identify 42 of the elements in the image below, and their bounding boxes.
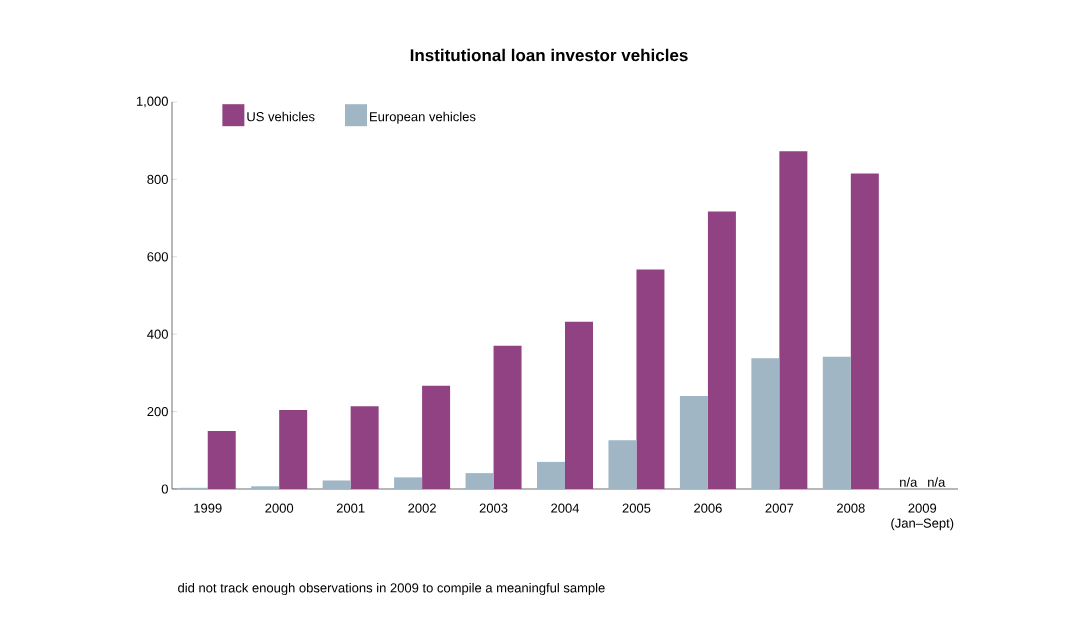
bar [322,480,351,489]
legend-label: European vehicles [370,111,476,124]
y-tick-label: 600 [147,252,168,262]
y-tick-label: 0 [161,484,168,494]
bar [394,477,423,489]
x-tick-label: 2008 [837,503,865,513]
bar [565,321,593,489]
bar [465,473,494,489]
x-tick-label: 2004 [551,503,580,513]
text: did not track enough observations in 2009 to compile a meaningful sample [178,582,605,596]
y-tick-label: 1,000 [136,96,168,108]
x-tick-label: 1999 [194,503,222,513]
bar [751,358,780,489]
bar [636,269,665,489]
text: n/a [928,477,946,487]
x-tick-label: 2001 [336,503,365,513]
bar [850,173,879,489]
x-tick-label: 2000 [265,503,294,513]
bar [679,396,708,489]
x-tick-label: 2002 [408,503,436,513]
bar [207,430,236,489]
chart-title: Institutional loan investor vehicles [410,48,688,62]
bar [422,385,451,489]
x-tick-label: 2006 [694,503,722,513]
bar [537,461,565,489]
text: n/a [900,477,918,487]
bar [251,486,280,489]
bar [493,345,522,489]
x-tick-label: 2005 [622,503,651,513]
bar [779,151,808,489]
y-tick-label: 200 [147,406,168,417]
bar [822,356,851,489]
bar [350,406,379,489]
y-tick-label: 800 [147,174,168,184]
bar [608,440,637,489]
x-tick-label: 2007 [765,503,794,513]
x-tick-label: 2009 (Jan–Sept) [891,503,954,531]
x-tick-label: 2003 [479,503,508,513]
bar [707,211,736,489]
legend-label: US vehicles [247,111,315,122]
y-tick-label: 400 [147,329,168,339]
bar [279,410,308,489]
